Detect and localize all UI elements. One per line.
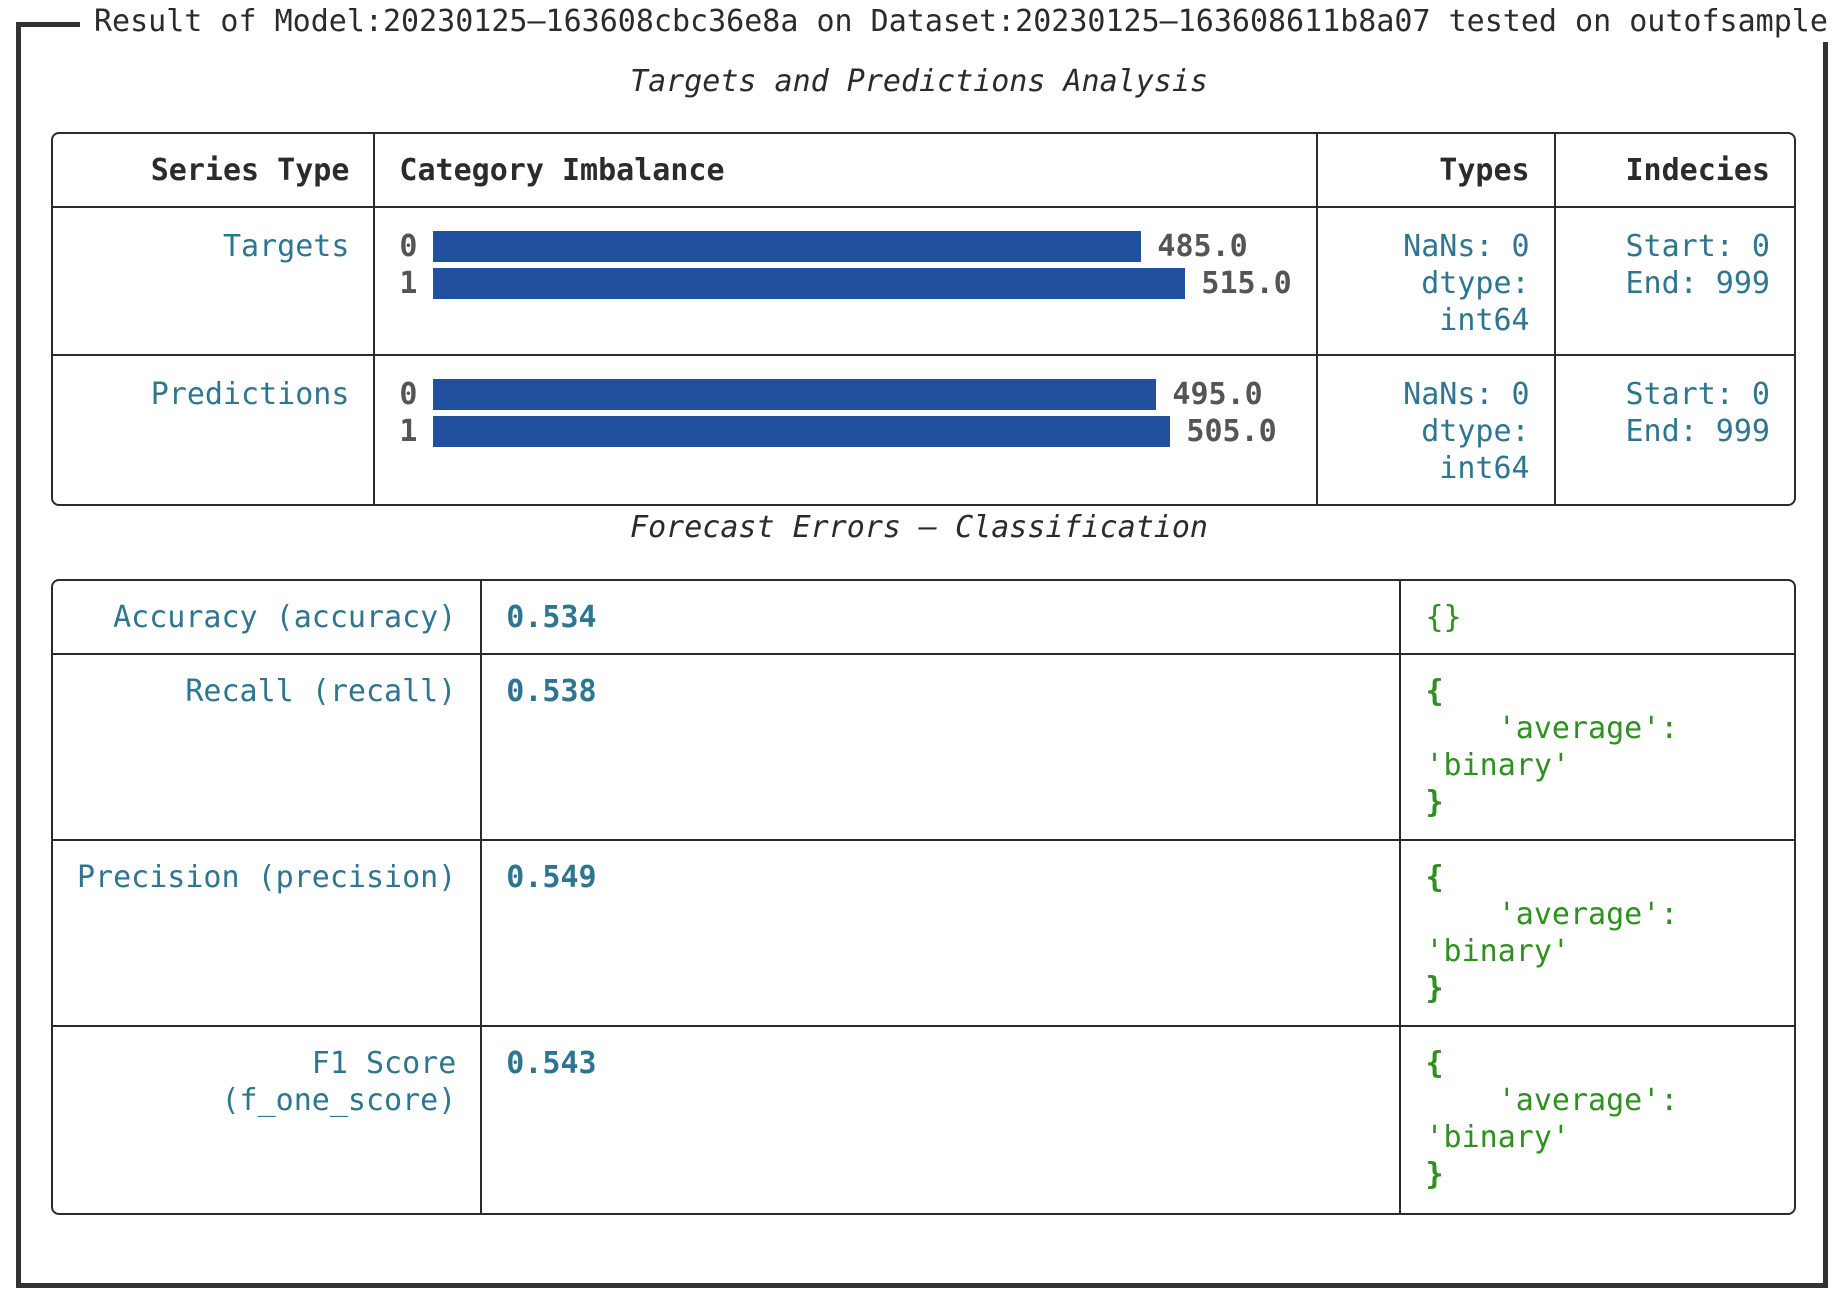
params-value: 'binary' [1425, 934, 1570, 969]
series-name: Predictions [150, 377, 350, 412]
bar-category-label: 1 [399, 266, 418, 301]
table-row: Accuracy (accuracy) 0.534 {} [53, 581, 1794, 655]
params-close-brace: } [1425, 971, 1444, 1006]
params-open-brace: { [1425, 1046, 1444, 1081]
result-panel-title: Result of Model:20230125–163608cbc36e8a … [80, 2, 1838, 42]
header-types: Types [1317, 134, 1556, 208]
params-close-brace: } [1425, 785, 1444, 820]
metric-value: 0.538 [506, 674, 597, 709]
series-name: Targets [222, 229, 350, 264]
params-value: 'binary' [1425, 1120, 1570, 1155]
nans-count: NaNs: 0 [1403, 377, 1530, 412]
params-key: 'average': [1425, 897, 1679, 932]
table-row: Predictions 0 495.0 1 505.0 NaNs: 0 dtyp… [53, 356, 1794, 504]
index-start: Start: 0 [1625, 229, 1771, 264]
metric-name: Recall (recall) [185, 674, 457, 709]
table-row: Precision (precision) 0.549 { 'average':… [53, 841, 1794, 1027]
dtype-label: dtype: [1421, 266, 1530, 301]
metric-value: 0.549 [506, 860, 597, 895]
imbalance-bar [433, 268, 1186, 299]
metric-value: 0.534 [506, 600, 597, 635]
dtype-value: int64 [1439, 451, 1530, 486]
metric-name-sub: (f_one_score) [221, 1083, 457, 1118]
params-close-brace: } [1425, 1157, 1444, 1192]
bar-category-label: 0 [399, 229, 418, 264]
table-row: Targets 0 485.0 1 515.0 NaNs: 0 dtype: i… [53, 208, 1794, 356]
params-key: 'average': [1425, 711, 1679, 746]
table-row: F1 Score (f_one_score) 0.543 { 'average'… [53, 1027, 1794, 1213]
bar-row: 1 515.0 [399, 265, 1291, 302]
params-value: 'binary' [1425, 748, 1570, 783]
index-end: End: 999 [1625, 414, 1771, 449]
metric-name: F1 Score [311, 1046, 457, 1081]
imbalance-bar [433, 231, 1142, 262]
bar-value-label: 485.0 [1157, 229, 1248, 264]
header-series-type: Series Type [53, 134, 376, 208]
metric-value: 0.543 [506, 1046, 597, 1081]
index-end: End: 999 [1625, 266, 1771, 301]
analysis-section-title: Targets and Predictions Analysis [630, 64, 1208, 99]
header-category-imbalance: Category Imbalance [375, 134, 1318, 208]
dtype-label: dtype: [1421, 414, 1530, 449]
bar-value-label: 505.0 [1186, 414, 1277, 449]
imbalance-bar [433, 379, 1157, 410]
bar-value-label: 515.0 [1201, 266, 1292, 301]
index-start: Start: 0 [1625, 377, 1771, 412]
bar-value-label: 495.0 [1172, 377, 1263, 412]
bar-row: 0 485.0 [399, 228, 1291, 265]
params-open-brace: { [1425, 860, 1444, 895]
bar-category-label: 0 [399, 377, 418, 412]
bar-row: 0 495.0 [399, 376, 1291, 413]
params-key: 'average': [1425, 1083, 1679, 1118]
bar-category-label: 1 [399, 414, 418, 449]
analysis-header-row: Series Type Category Imbalance Types Ind… [53, 134, 1794, 208]
metric-name: Precision (precision) [77, 860, 457, 895]
errors-table: Accuracy (accuracy) 0.534 {} Recall (rec… [51, 579, 1796, 1215]
table-row: Recall (recall) 0.538 { 'average': 'bina… [53, 655, 1794, 841]
metric-name: Accuracy (accuracy) [113, 600, 457, 635]
errors-section-title: Forecast Errors – Classification [630, 510, 1208, 545]
bar-row: 1 505.0 [399, 413, 1291, 450]
header-indices: Indecies [1555, 134, 1794, 208]
imbalance-bar [433, 416, 1171, 447]
params-open-brace: { [1425, 674, 1444, 709]
nans-count: NaNs: 0 [1403, 229, 1530, 264]
metric-params: {} [1425, 600, 1462, 635]
analysis-table: Series Type Category Imbalance Types Ind… [51, 132, 1796, 506]
dtype-value: int64 [1439, 303, 1530, 338]
